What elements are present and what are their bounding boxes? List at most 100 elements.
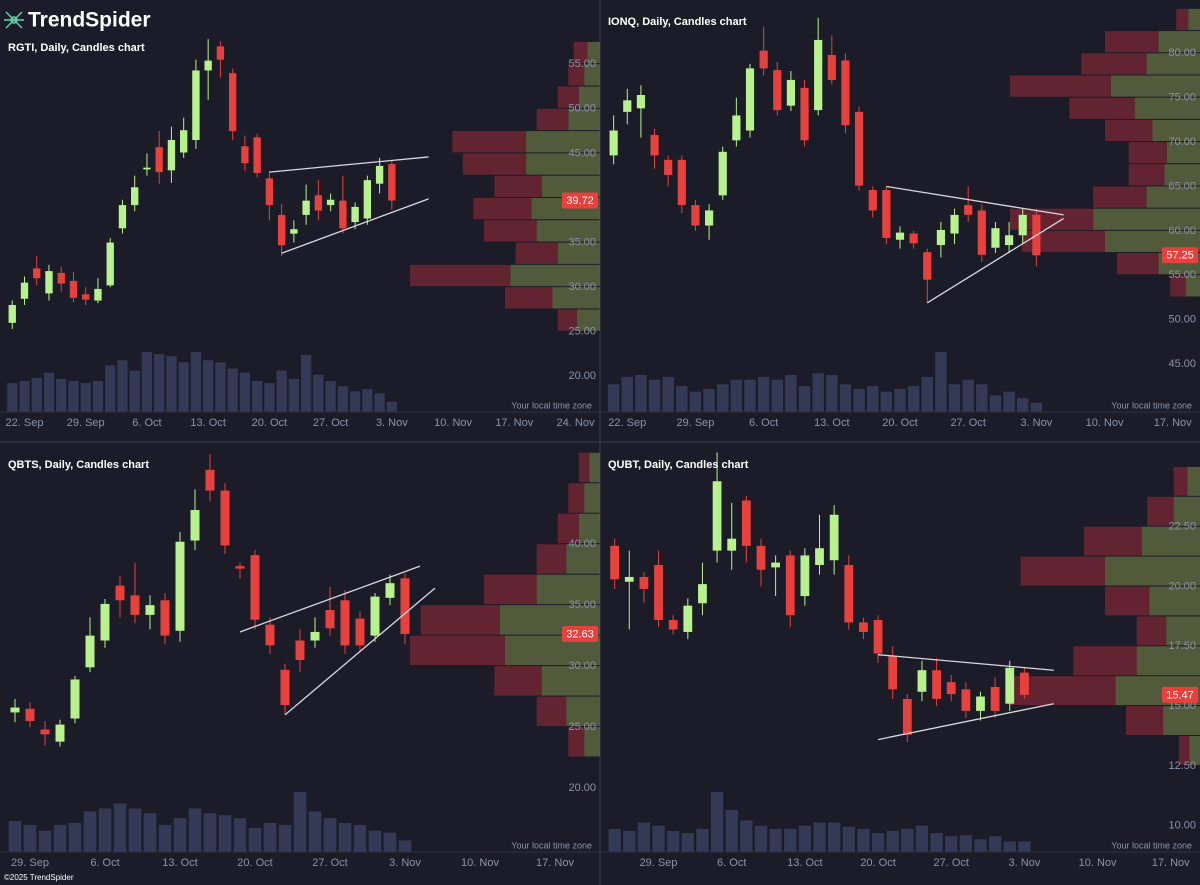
volume-bar	[288, 378, 300, 412]
y-tick-label: 12.50	[1168, 760, 1196, 772]
volume-bar	[754, 825, 768, 852]
x-tick-label: 6. Oct	[717, 857, 746, 869]
candle-body	[624, 576, 634, 582]
profile-sell	[1081, 53, 1147, 75]
profile-sell	[452, 131, 527, 153]
candle-body	[85, 635, 95, 668]
candle-body	[228, 73, 237, 132]
volume-bar	[276, 370, 287, 412]
volume-bar	[907, 386, 920, 412]
candle-body	[895, 232, 905, 240]
candle-body	[950, 214, 959, 234]
last-price-box	[1162, 686, 1198, 703]
candle-body	[909, 233, 918, 244]
candle-body	[759, 50, 768, 69]
volume-bar	[215, 362, 226, 412]
volume-bar	[227, 368, 238, 412]
volume-bar	[263, 822, 277, 852]
profile-sell	[1176, 8, 1189, 31]
candle-body	[94, 288, 102, 301]
trendline	[886, 185, 1064, 216]
profile-sell	[410, 264, 511, 287]
x-tick-label: 13. Oct	[162, 857, 197, 869]
profile-buy	[557, 242, 600, 264]
candle-body	[855, 111, 864, 186]
timezone-note: Your local time zone	[1111, 400, 1192, 410]
y-tick-label: 22.50	[1168, 521, 1196, 533]
candle-body	[609, 130, 618, 156]
candle-body	[20, 282, 29, 299]
x-tick-label: 3. Nov	[1020, 417, 1052, 429]
profile-buy	[1146, 186, 1200, 208]
volume-bar	[278, 824, 292, 852]
profile-buy	[1093, 208, 1200, 230]
volume-bar	[945, 836, 958, 852]
volume-bar	[323, 818, 337, 852]
volume-bar	[178, 362, 189, 412]
volume-bar	[771, 379, 783, 412]
volume-bar	[648, 379, 661, 412]
volume-bar	[19, 380, 30, 412]
candle-body	[741, 500, 751, 546]
volume-bar	[757, 376, 770, 412]
candle-body	[106, 242, 114, 286]
candle-body	[800, 555, 810, 597]
candle-body	[160, 600, 170, 636]
y-tick-label: 20.00	[568, 782, 596, 794]
candle-body	[882, 190, 891, 238]
candle-body	[45, 271, 53, 294]
trendline	[281, 198, 429, 254]
y-tick-label: 15.00	[1168, 700, 1196, 712]
candle-body	[370, 596, 380, 636]
logo-icon	[4, 11, 24, 29]
profile-buy	[1110, 75, 1200, 97]
volume-bar	[667, 830, 680, 852]
candle-body	[235, 566, 245, 569]
volume-bar	[842, 826, 855, 852]
volume-bar	[233, 818, 247, 852]
y-tick-label: 30.00	[568, 281, 596, 293]
volume-bar	[56, 378, 67, 412]
profile-sell	[557, 513, 579, 544]
profile-buy	[576, 309, 600, 331]
volume-bar	[190, 352, 202, 412]
last-price-label: 57.25	[1166, 250, 1194, 262]
candle-body	[917, 670, 927, 692]
chart-title: IONQ, Daily, Candles chart	[608, 16, 747, 28]
volume-bar	[710, 792, 724, 852]
profile-buy	[584, 727, 600, 757]
candle-body	[771, 562, 780, 568]
profile-buy	[1105, 230, 1200, 253]
volume-bar	[43, 372, 55, 412]
candle-body	[302, 200, 310, 215]
x-tick-label: 20. Oct	[882, 417, 917, 429]
last-price-box	[562, 626, 598, 643]
profile-buy	[1158, 31, 1200, 53]
volume-bar	[308, 811, 322, 852]
candle-body	[180, 130, 188, 153]
volume-bar	[798, 825, 812, 852]
volume-bar	[68, 822, 82, 852]
profile-sell	[473, 197, 532, 220]
profile-buy	[536, 220, 600, 242]
volume-bar	[607, 384, 620, 412]
volume-bar	[1003, 391, 1015, 412]
candle-body	[118, 205, 127, 229]
profile-sell	[505, 287, 553, 309]
x-tick-label: 27. Oct	[313, 417, 348, 429]
profile-sell	[557, 309, 577, 331]
candle-body	[785, 555, 795, 616]
trendline	[877, 654, 1054, 671]
volume-bar	[252, 380, 263, 412]
volume-bar	[154, 354, 165, 412]
volume-bar	[652, 825, 665, 852]
volume-bar	[696, 828, 709, 852]
profile-sell	[568, 483, 585, 513]
candle-body	[25, 708, 35, 721]
profile-sell	[1105, 586, 1150, 616]
volume-bar	[325, 380, 336, 412]
y-tick-label: 55.00	[1168, 269, 1196, 281]
y-tick-label: 50.00	[568, 103, 596, 115]
volume-bar	[68, 380, 79, 412]
